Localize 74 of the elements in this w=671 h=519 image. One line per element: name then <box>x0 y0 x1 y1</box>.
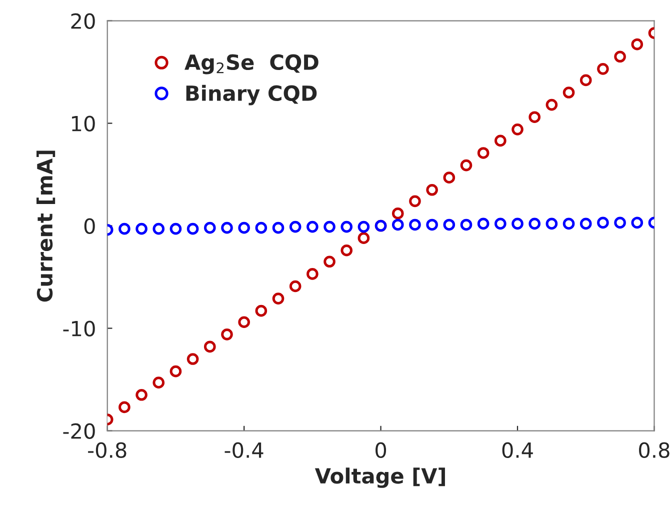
point <box>170 365 182 378</box>
point <box>272 292 284 304</box>
x-axis-title: Voltage [V] <box>314 468 445 488</box>
point <box>562 218 575 230</box>
point <box>426 218 438 231</box>
point <box>477 218 490 230</box>
point <box>426 184 438 196</box>
y-tick-label: 10 <box>72 116 95 132</box>
point <box>136 388 148 401</box>
point <box>324 256 336 268</box>
x-tick-label: 0.8 <box>639 442 670 458</box>
point <box>324 220 336 233</box>
point <box>255 304 268 317</box>
point <box>409 195 421 208</box>
point <box>562 86 575 98</box>
point <box>580 74 592 86</box>
point <box>460 159 472 172</box>
x-tick-label: -0.4 <box>224 442 264 458</box>
y-tick-label: -10 <box>63 320 95 336</box>
point <box>546 218 558 230</box>
point <box>597 63 609 75</box>
point <box>631 38 644 50</box>
point <box>358 232 370 244</box>
point <box>289 280 302 292</box>
point <box>546 98 558 111</box>
point <box>152 222 165 235</box>
point <box>136 222 148 235</box>
point <box>255 222 268 234</box>
point <box>614 216 626 229</box>
y-tick-label: -20 <box>63 423 95 439</box>
x-tick-label: -0.8 <box>88 442 126 458</box>
point <box>477 147 490 159</box>
point <box>597 216 609 229</box>
point <box>340 220 353 233</box>
point <box>306 220 318 233</box>
point <box>392 218 404 231</box>
legend-label: Ag$_{2}$Se CQD <box>184 54 318 74</box>
point <box>631 216 644 229</box>
point <box>272 222 284 234</box>
point <box>186 222 199 235</box>
point <box>494 134 506 147</box>
point <box>580 218 592 230</box>
point <box>170 222 182 235</box>
point <box>528 218 541 230</box>
point <box>118 222 130 235</box>
legend-label: Binary CQD <box>186 84 317 106</box>
point <box>204 340 216 353</box>
point <box>494 218 506 230</box>
point <box>358 220 370 233</box>
point <box>512 124 524 136</box>
point <box>306 268 318 280</box>
point <box>238 222 250 234</box>
point <box>152 376 165 389</box>
point <box>528 111 541 124</box>
point <box>614 50 626 63</box>
point <box>340 244 353 256</box>
point <box>118 401 130 414</box>
point <box>512 218 524 230</box>
point <box>460 218 472 231</box>
point <box>392 208 404 220</box>
point <box>443 172 456 184</box>
y-tick-label: 20 <box>71 13 95 29</box>
point <box>289 220 302 233</box>
point <box>409 218 421 231</box>
y-axis-title: Current [mA] <box>36 150 56 302</box>
x-tick-label: 0 <box>376 442 386 458</box>
point <box>221 328 233 340</box>
point <box>443 218 456 231</box>
point <box>204 222 216 234</box>
point <box>238 316 250 328</box>
point <box>186 353 199 365</box>
x-tick-label: 0.4 <box>502 442 533 458</box>
y-tick-label: 0 <box>84 218 95 234</box>
point <box>221 222 233 234</box>
